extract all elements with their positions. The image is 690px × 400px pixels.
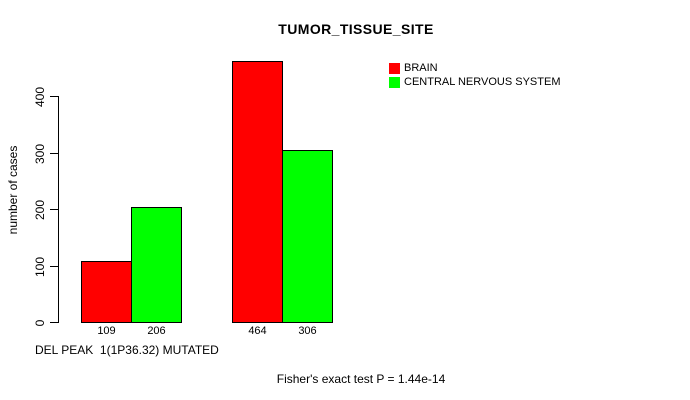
y-tick-mark <box>50 153 58 154</box>
chart-title: TUMOR_TISSUE_SITE <box>278 21 434 37</box>
bar-value-label: 464 <box>248 325 267 337</box>
y-tick-label: 200 <box>33 199 47 221</box>
y-tick-label: 0 <box>33 319 47 327</box>
legend-label: BRAIN <box>404 62 438 74</box>
legend-item: CENTRAL NERVOUS SYSTEM <box>389 77 560 88</box>
bar-value-label: 306 <box>298 325 317 337</box>
legend-swatch <box>389 77 400 88</box>
y-tick-mark <box>50 266 58 267</box>
bar-central-nervous-system <box>282 150 333 323</box>
bar-value-label: 109 <box>97 325 116 337</box>
y-axis-line <box>58 96 59 323</box>
x-axis-caption: DEL PEAK 1(1P36.32) MUTATED <box>35 343 219 357</box>
legend-swatch <box>389 63 400 74</box>
y-tick-mark <box>50 322 58 323</box>
y-tick-mark <box>50 96 58 97</box>
legend-item: BRAIN <box>389 63 438 74</box>
bar-brain <box>232 61 283 323</box>
y-tick-mark <box>50 209 58 210</box>
y-tick-label: 400 <box>33 86 47 108</box>
y-tick-label: 100 <box>33 256 47 278</box>
bar-brain <box>81 261 132 323</box>
y-axis-label: number of cases <box>6 145 20 235</box>
y-tick-label: 300 <box>33 143 47 165</box>
fisher-test-annotation: Fisher's exact test P = 1.44e-14 <box>276 372 446 386</box>
legend-label: CENTRAL NERVOUS SYSTEM <box>404 76 561 88</box>
bar-value-label: 206 <box>147 325 166 337</box>
bar-central-nervous-system <box>131 207 182 323</box>
